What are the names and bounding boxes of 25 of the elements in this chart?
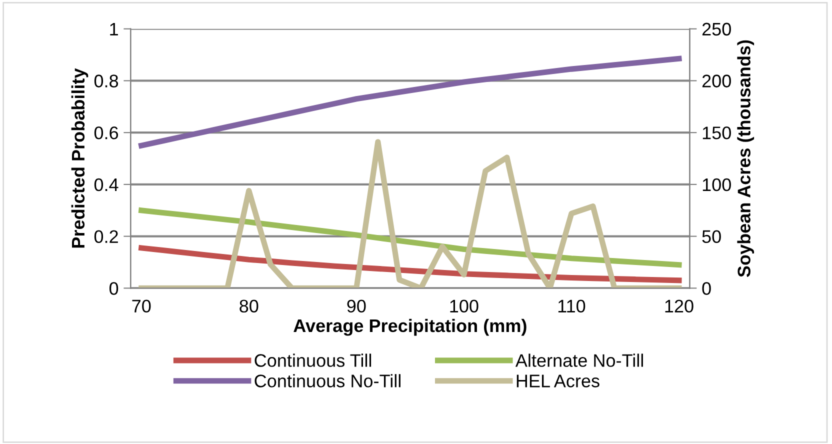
y2-axis-title: Soybean Acres (thousands) — [737, 40, 754, 278]
y2-tick-label: 150 — [702, 126, 731, 140]
y2-tick-label: 0 — [702, 282, 711, 295]
x-tick-label: 70 — [132, 300, 151, 313]
x-axis-title: Average Precipitation (mm) — [294, 318, 526, 336]
y-tick-label: 0.4 — [94, 178, 118, 192]
y-tick-label: 0 — [109, 282, 118, 295]
x-tick-label: 90 — [347, 300, 366, 313]
legend-label: Continuous No-Till — [254, 374, 400, 388]
y-axis-title: Predicted Probability — [71, 68, 88, 248]
legend-label: HEL Acres — [516, 374, 600, 388]
y-tick-label: 0.2 — [94, 230, 118, 244]
y-tick-label: 0.8 — [94, 74, 118, 88]
x-tick-label: 100 — [450, 300, 478, 313]
y-tick-label: 1 — [110, 22, 118, 36]
y2-tick-label: 100 — [702, 178, 731, 192]
y2-tick-label: 250 — [702, 22, 731, 36]
y2-tick-label: 200 — [702, 74, 731, 88]
legend-label: Continuous Till — [254, 354, 372, 367]
y2-tick-label: 50 — [702, 230, 721, 244]
x-tick-label: 110 — [558, 300, 586, 313]
x-tick-label: 120 — [665, 300, 694, 313]
y-tick-label: 0.6 — [94, 126, 118, 140]
x-tick-label: 80 — [240, 300, 258, 313]
legend-label: Alternate No-Till — [515, 354, 643, 367]
